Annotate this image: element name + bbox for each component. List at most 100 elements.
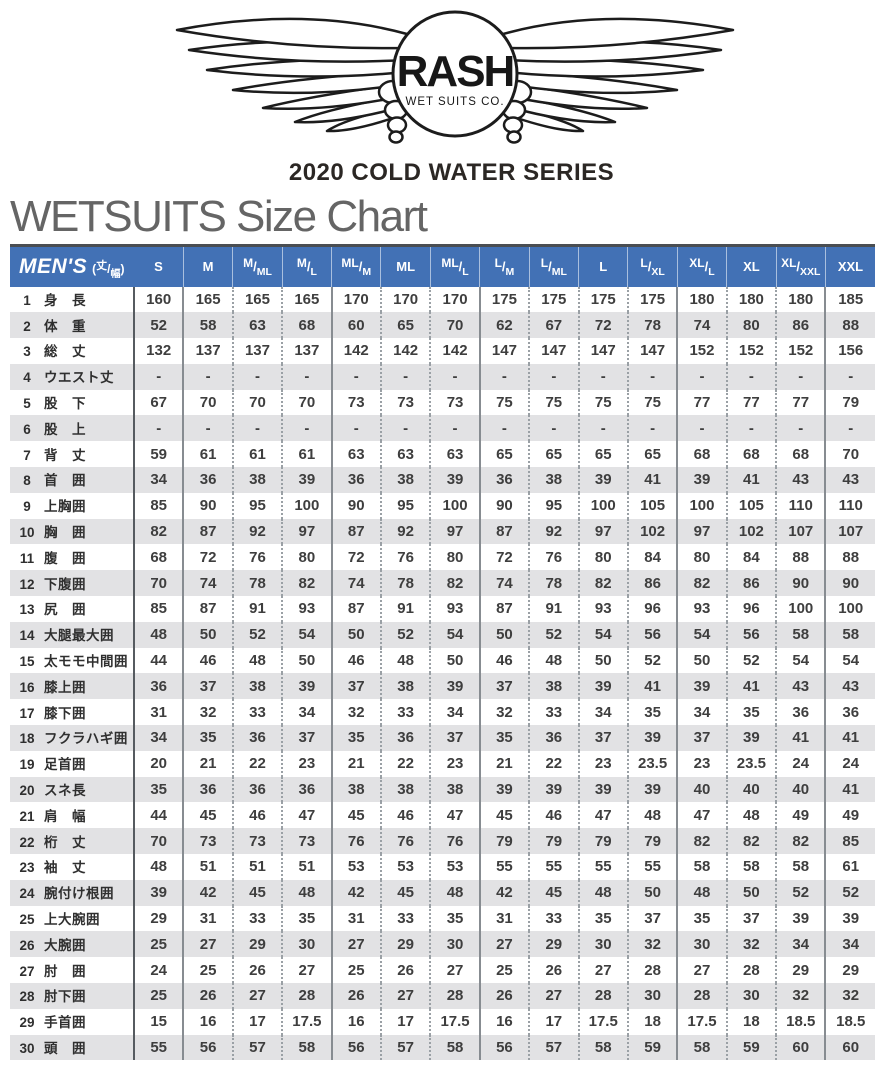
size-value-cell: - (577, 363, 628, 390)
size-column-header: M/ML (232, 245, 283, 287)
size-value-cell: 85 (824, 828, 875, 855)
size-value-cell: - (330, 415, 381, 442)
size-value-cell: 76 (330, 828, 381, 855)
row-header: 20 スネ長 (10, 776, 135, 803)
table-row: 18 フクラハギ囲 34 35 36 37 35 36 37 35 36 37 39 37 39 41 41 (10, 725, 875, 751)
size-value-cell: 17.5 (676, 1008, 727, 1035)
size-value-cell: 35 (429, 905, 480, 932)
size-value-cell: 51 (231, 854, 283, 880)
size-value-cell: 36 (824, 699, 875, 726)
size-value-cell: 90 (330, 492, 381, 519)
size-value-cell: 25 (182, 957, 233, 984)
size-value-cell: 52 (775, 879, 826, 906)
size-value-cell: 102 (626, 518, 678, 545)
row-header: 26 大腕囲 (10, 931, 135, 958)
size-value-cell: 45 (330, 802, 381, 829)
row-label: 腹 囲 (44, 550, 86, 566)
size-value-cell: 49 (824, 802, 875, 829)
size-value-cell: 35 (676, 905, 727, 932)
row-number: 17 (19, 705, 35, 721)
size-value-cell: 33 (231, 905, 283, 932)
row-label: 腕付け根囲 (44, 886, 114, 902)
size-value-cell: 29 (528, 931, 579, 958)
size-value-cell: 27 (577, 957, 628, 984)
size-value-cell: 52 (824, 879, 875, 906)
table-row: 4 ウエスト丈 - - - - - - - - - - - - - - - (10, 363, 875, 390)
size-value-cell: - (379, 363, 431, 390)
size-value-cell: 54 (281, 621, 332, 648)
size-value-cell: 36 (379, 725, 431, 751)
size-value-cell: 30 (626, 983, 678, 1009)
size-value-cell: 38 (379, 673, 431, 700)
row-number: 9 (23, 499, 31, 515)
size-value-cell: - (626, 363, 678, 390)
size-value-cell: 46 (478, 647, 530, 674)
size-value-cell: 48 (626, 802, 678, 829)
size-value-cell: 147 (577, 338, 628, 364)
row-header: 10 胸 囲 (10, 518, 135, 545)
size-value-cell: 70 (134, 828, 184, 855)
row-number: 18 (19, 731, 35, 747)
size-value-cell: - (775, 415, 826, 442)
size-value-cell: 180 (775, 286, 826, 313)
size-value-cell: 84 (725, 544, 777, 571)
size-value-cell: 39 (429, 673, 480, 700)
size-value-cell: 28 (676, 983, 727, 1009)
size-value-cell: 65 (626, 441, 678, 468)
row-label: 膝上囲 (44, 679, 86, 695)
size-value-cell: 63 (330, 441, 381, 468)
size-value-cell: 59 (626, 1034, 678, 1061)
row-label: 肘 囲 (44, 963, 86, 979)
size-value-cell: 22 (231, 750, 283, 777)
size-value-cell: 58 (429, 1034, 480, 1061)
table-row: 20 スネ長 35 36 36 36 38 38 38 39 39 39 39 40 40 40 41 (10, 776, 875, 803)
size-value-cell: 63 (231, 312, 283, 339)
size-value-cell: 70 (429, 312, 480, 339)
row-label: 背 丈 (44, 447, 86, 463)
size-value-cell: 80 (281, 544, 332, 571)
size-value-cell: 170 (429, 286, 480, 313)
size-value-cell: 37 (626, 905, 678, 932)
row-number: 5 (23, 396, 31, 412)
size-value-cell: 56 (725, 621, 777, 648)
size-header-row: MEN'S (丈/幅) S M M/ML M/L ML/M ML ML/L L/M L/ML L L/… (10, 245, 875, 287)
row-label: 股 下 (44, 396, 86, 412)
size-value-cell: 36 (182, 467, 233, 493)
size-value-cell: 54 (824, 647, 875, 674)
size-value-cell: 78 (528, 570, 579, 597)
row-label: 肘下囲 (44, 989, 86, 1005)
size-value-cell: 46 (379, 802, 431, 829)
size-value-cell: 67 (150, 394, 168, 412)
table-row: 29 手首囲 15 16 17 17.5 16 17 17.5 16 17 17.5 18 17.5 18 1… (10, 1008, 875, 1035)
rash-logo: RASH WET SUITS CO. (165, 4, 745, 149)
size-value-cell: 52 (379, 621, 431, 648)
size-value-cell: 165 (281, 286, 332, 313)
size-column-header: L (578, 245, 628, 287)
size-value-cell: 50 (577, 647, 628, 674)
size-value-cell: 31 (150, 703, 168, 721)
row-number: 8 (23, 473, 31, 489)
size-value-cell: 23.5 (626, 750, 678, 777)
size-value-cell: 92 (231, 518, 283, 545)
row-label: 体 重 (44, 318, 86, 334)
row-label: ウエスト丈 (44, 370, 114, 386)
size-value-cell: 43 (775, 467, 826, 493)
size-value-cell: 73 (379, 389, 431, 416)
size-value-cell: 39 (577, 673, 628, 700)
size-value-cell: 29 (824, 957, 875, 984)
size-value-cell: 49 (775, 802, 826, 829)
size-value-cell: 137 (231, 338, 283, 364)
size-value-cell: 61 (824, 854, 875, 880)
size-value-cell: 54 (577, 621, 628, 648)
page-title: WETSUITS Size Chart (10, 192, 428, 241)
row-header: 3 総 丈 (10, 338, 135, 364)
table-row: 14 大腿最大囲 48 50 52 54 50 52 54 50 52 54 56 54 56 58 58 (10, 621, 875, 648)
size-value-cell: 39 (626, 725, 678, 751)
size-value-cell: 39 (626, 776, 678, 803)
size-value-cell: 16 (182, 1008, 233, 1035)
size-value-cell: 170 (379, 286, 431, 313)
size-value-cell: 36 (775, 699, 826, 726)
size-value-cell: 62 (478, 312, 530, 339)
size-value-cell: 48 (577, 879, 628, 906)
